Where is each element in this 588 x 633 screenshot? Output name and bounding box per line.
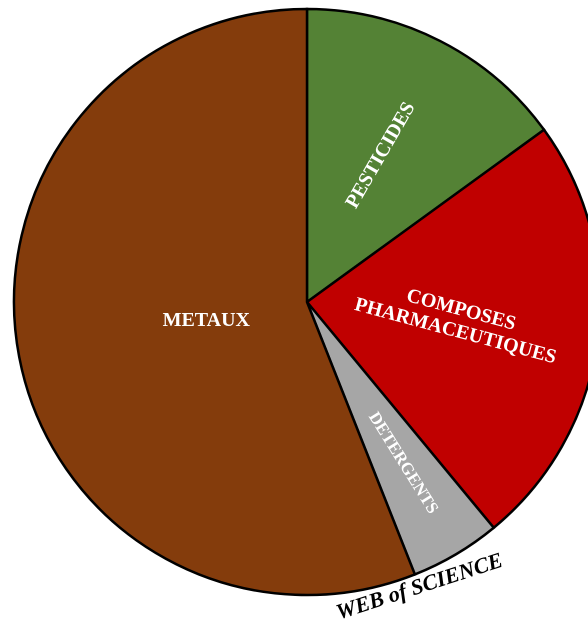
slice-label: METAUX <box>163 309 251 331</box>
pie-slice <box>305 128 588 530</box>
pie-slice <box>305 7 546 305</box>
pie: PESTICIDESCOMPOSESPHARMACEUTIQUESDETERGE… <box>12 7 588 597</box>
pie-slice <box>12 7 417 597</box>
